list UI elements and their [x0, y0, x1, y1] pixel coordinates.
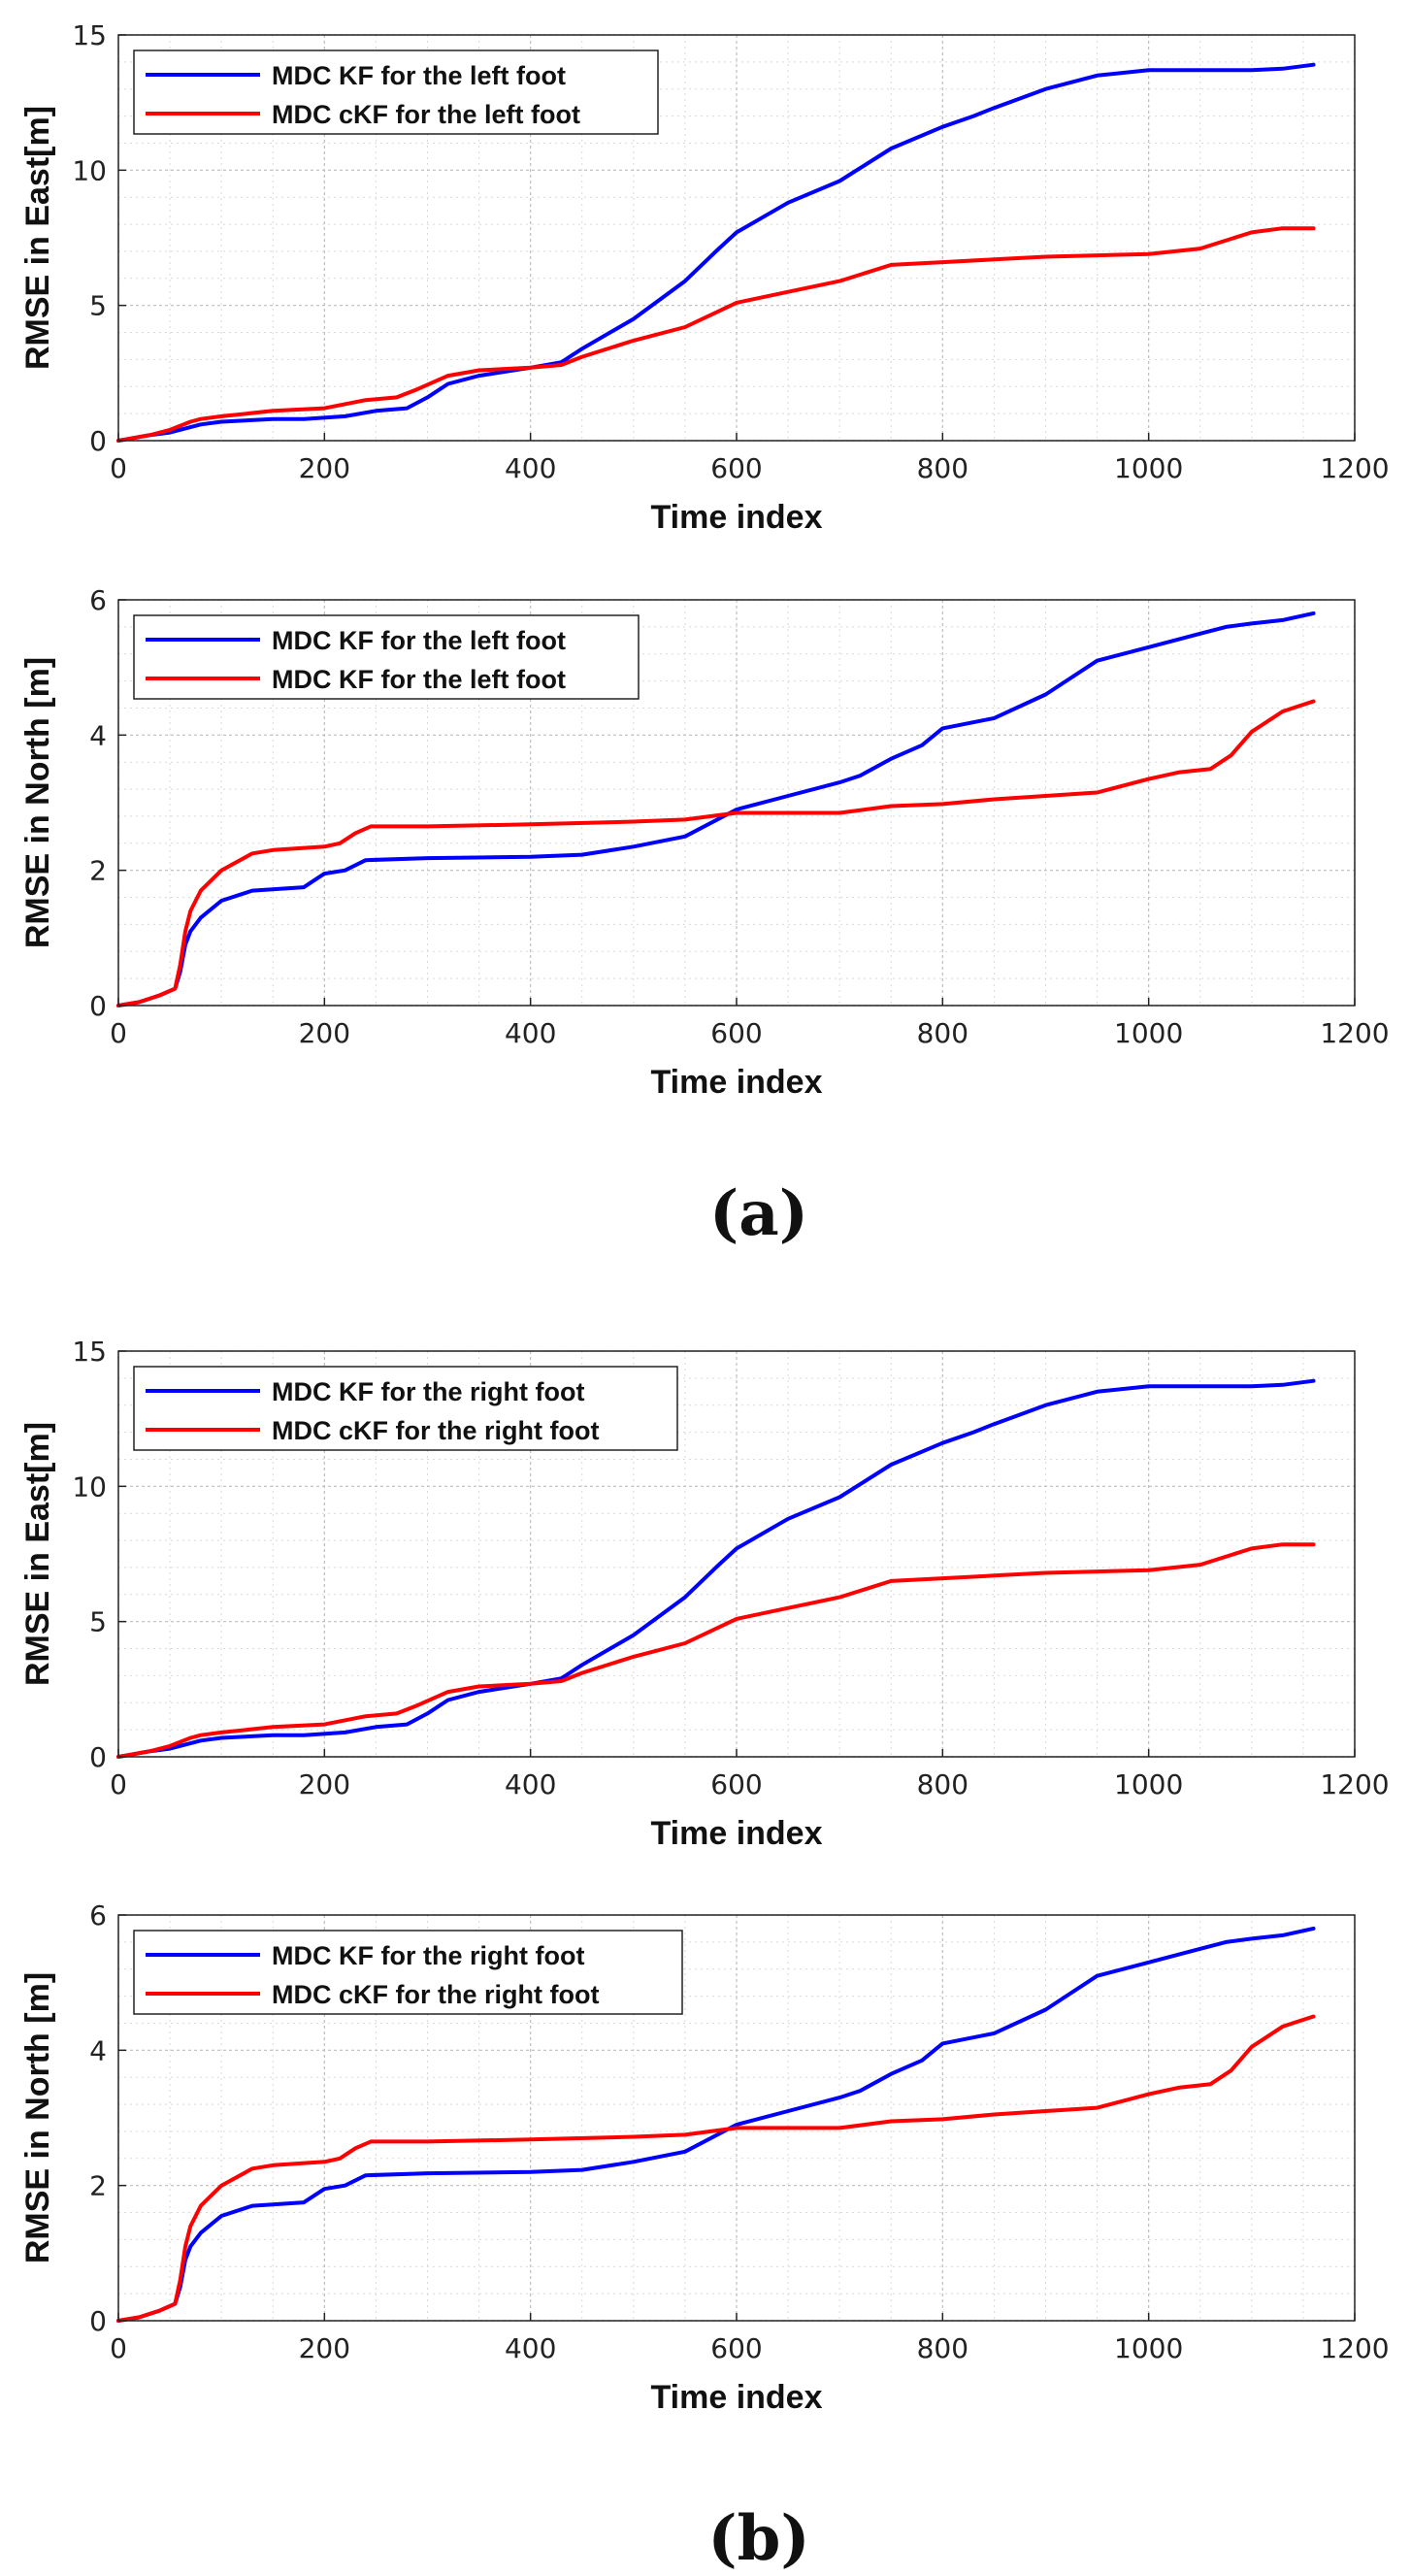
chart-north-left-foot: 0 200 400 600 800 1000 1200 0 2 4 6 Time index RMSE … [19, 584, 1390, 1101]
series-line-1 [116, 699, 1316, 1007]
y-axis-label: RMSE in East[m] [19, 106, 56, 370]
x-tick-label: 1200 [1320, 2332, 1389, 2364]
legend-label-0: MDC KF for the left foot [272, 626, 566, 655]
x-tick-label: 200 [299, 452, 350, 484]
y-tick-label: 0 [89, 425, 107, 457]
series-line-0 [116, 1926, 1316, 2323]
legend-label-0: MDC KF for the left foot [272, 61, 566, 90]
x-tick-label: 400 [505, 1017, 556, 1049]
y-tick-label: 10 [72, 154, 107, 186]
series-line-0 [116, 611, 1316, 1007]
x-tick-label: 800 [917, 452, 968, 484]
x-tick-label: 1200 [1320, 1768, 1389, 1800]
y-tick-label: 6 [89, 584, 107, 616]
chart-east-left-foot: 0 200 400 600 800 1000 1200 0 5 10 15 Time index RMS… [19, 19, 1390, 536]
x-tick-label: 400 [505, 452, 556, 484]
legend-box [133, 614, 640, 700]
legend-label-0: MDC KF for the right foot [272, 1941, 584, 1970]
caption-a: (a) [709, 1177, 808, 1250]
x-tick-label: 1000 [1114, 1017, 1183, 1049]
series-line-1 [116, 226, 1316, 443]
x-tick-label: 800 [917, 1768, 968, 1800]
x-tick-label: 0 [110, 1768, 127, 1800]
y-tick-label: 4 [89, 2034, 107, 2066]
series-line-1 [116, 1542, 1316, 1759]
x-tick-label: 1000 [1114, 452, 1183, 484]
series-line-0 [116, 62, 1316, 443]
y-tick-label: 5 [89, 1606, 107, 1638]
chart-east-right-foot: 0 200 400 600 800 1000 1200 0 5 10 15 Time index RMS… [19, 1336, 1390, 1852]
x-tick-label: 0 [110, 1017, 127, 1049]
x-tick-label: 1000 [1114, 1768, 1183, 1800]
x-axis-label: Time index [651, 2379, 823, 2416]
series-line-0 [116, 1378, 1316, 1759]
x-tick-label: 0 [110, 2332, 127, 2364]
y-tick-label: 6 [89, 1899, 107, 1932]
x-axis-label: Time index [651, 1064, 823, 1101]
legend-label-1: MDC KF for the left foot [272, 665, 566, 694]
y-tick-label: 15 [72, 19, 107, 51]
x-tick-label: 0 [110, 452, 127, 484]
x-tick-label: 200 [299, 1768, 350, 1800]
y-tick-label: 2 [89, 855, 107, 887]
y-axis-label: RMSE in North [m] [19, 1972, 56, 2263]
y-tick-label: 4 [89, 719, 107, 751]
y-tick-label: 15 [72, 1336, 107, 1368]
x-axis-label: Time index [651, 1815, 823, 1852]
y-tick-label: 0 [89, 1741, 107, 1773]
x-tick-label: 600 [710, 1017, 762, 1049]
x-tick-label: 600 [710, 452, 762, 484]
y-tick-label: 0 [89, 2305, 107, 2337]
y-axis-label: RMSE in North [m] [19, 657, 56, 948]
y-axis-label: RMSE in East[m] [19, 1422, 56, 1686]
y-tick-label: 5 [89, 290, 107, 322]
y-tick-label: 0 [89, 990, 107, 1022]
legend-label-1: MDC cKF for the right foot [272, 1416, 599, 1445]
x-tick-label: 600 [710, 1768, 762, 1800]
legend-box [133, 1930, 683, 2015]
x-axis-label: Time index [651, 499, 823, 536]
legend-label-0: MDC KF for the right foot [272, 1377, 584, 1406]
x-tick-label: 1200 [1320, 452, 1389, 484]
legend-box [133, 50, 659, 135]
series-line-1 [116, 2014, 1316, 2323]
y-tick-label: 10 [72, 1470, 107, 1503]
legend-label-1: MDC cKF for the right foot [272, 1980, 599, 2009]
x-tick-label: 400 [505, 2332, 556, 2364]
x-tick-label: 800 [917, 1017, 968, 1049]
x-tick-label: 1200 [1320, 1017, 1389, 1049]
chart-north-right-foot: 0 200 400 600 800 1000 1200 0 2 4 6 Time index RMSE … [19, 1899, 1390, 2416]
x-tick-label: 200 [299, 1017, 350, 1049]
y-tick-label: 2 [89, 2170, 107, 2202]
x-tick-label: 800 [917, 2332, 968, 2364]
legend-label-1: MDC cKF for the left foot [272, 100, 580, 129]
x-tick-label: 400 [505, 1768, 556, 1800]
x-tick-label: 1000 [1114, 2332, 1183, 2364]
x-tick-label: 200 [299, 2332, 350, 2364]
legend-box [133, 1366, 678, 1451]
caption-b: (b) [707, 2502, 809, 2575]
x-tick-label: 600 [710, 2332, 762, 2364]
